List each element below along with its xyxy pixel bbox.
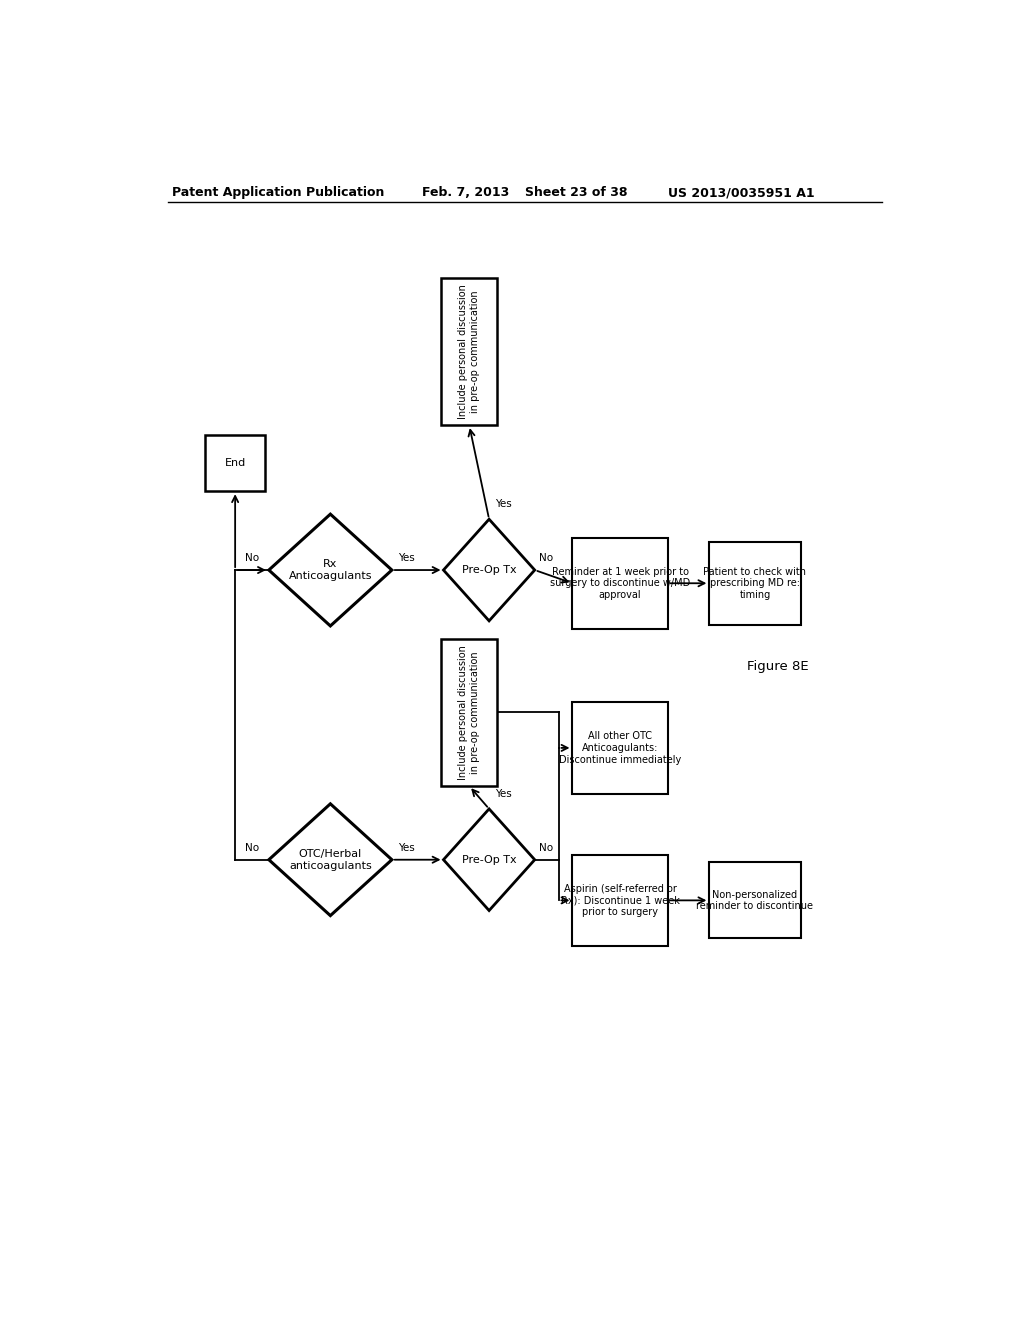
Text: Include personal discussion
in pre-op communication: Include personal discussion in pre-op co… (459, 284, 480, 418)
Text: Rx
Anticoagulants: Rx Anticoagulants (289, 560, 372, 581)
Bar (710, 541, 801, 624)
Text: Pre-Op Tx: Pre-Op Tx (462, 565, 516, 576)
Bar (572, 537, 668, 630)
Text: Yes: Yes (398, 553, 415, 562)
Text: US 2013/0035951 A1: US 2013/0035951 A1 (668, 186, 814, 199)
Text: No: No (540, 842, 554, 853)
Text: Sheet 23 of 38: Sheet 23 of 38 (524, 186, 628, 199)
Text: Aspirin (self-referred or
Rx): Discontinue 1 week
prior to surgery: Aspirin (self-referred or Rx): Discontin… (560, 884, 680, 917)
Text: No: No (245, 553, 259, 562)
Text: Yes: Yes (398, 842, 415, 853)
Text: Reminder at 1 week prior to
surgery to discontinue w/MD
approval: Reminder at 1 week prior to surgery to d… (550, 566, 690, 599)
Bar (441, 639, 497, 785)
Bar (572, 854, 668, 946)
Text: Pre-Op Tx: Pre-Op Tx (462, 855, 516, 865)
Text: Include personal discussion
in pre-op communication: Include personal discussion in pre-op co… (459, 645, 480, 780)
Text: Feb. 7, 2013: Feb. 7, 2013 (422, 186, 509, 199)
Text: Yes: Yes (496, 789, 512, 799)
Text: End: End (224, 458, 246, 469)
Bar (206, 436, 265, 491)
Text: No: No (540, 553, 554, 562)
Text: Figure 8E: Figure 8E (748, 660, 809, 673)
Text: Patent Application Publication: Patent Application Publication (172, 186, 384, 199)
Text: Patient to check with
prescribing MD re:
timing: Patient to check with prescribing MD re:… (703, 566, 807, 599)
Bar (710, 862, 801, 939)
Bar (572, 702, 668, 793)
Text: Non-personalized
reminder to discontinue: Non-personalized reminder to discontinue (696, 890, 813, 911)
Text: No: No (245, 842, 259, 853)
Text: All other OTC
Anticoagulants:
Discontinue immediately: All other OTC Anticoagulants: Discontinu… (559, 731, 681, 764)
Bar (441, 277, 497, 425)
Text: OTC/Herbal
anticoagulants: OTC/Herbal anticoagulants (289, 849, 372, 870)
Text: Yes: Yes (496, 499, 512, 510)
